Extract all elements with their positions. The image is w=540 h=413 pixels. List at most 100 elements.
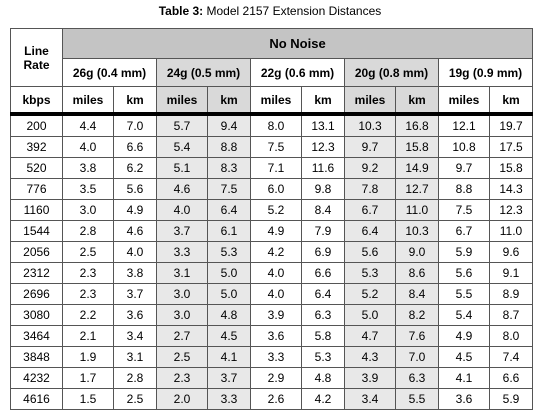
distance-cell: 3.4 [344,388,396,410]
distance-cell: 17.5 [489,136,533,158]
distance-cell: 10.8 [438,136,490,158]
distance-cell: 8.6 [395,262,439,284]
distance-cell: 2.8 [62,220,114,242]
distance-cell: 8.4 [301,199,345,221]
distance-cell: 2.3 [62,262,114,284]
distance-cell: 9.8 [301,178,345,200]
distance-cell: 9.1 [489,262,533,284]
distance-cell: 3.6 [438,388,490,410]
unit-header: miles [250,86,302,116]
distance-cell: 6.4 [207,199,251,221]
distance-cell: 7.5 [207,178,251,200]
distance-cell: 5.3 [301,346,345,368]
distance-cell: 8.9 [489,283,533,305]
header-row: Line Rate No Noise [10,28,533,87]
distance-cell: 2.5 [62,241,114,263]
distance-cell: 4.9 [438,325,490,347]
unit-header: km [207,86,251,116]
distance-cell: 7.9 [301,220,345,242]
distance-cell: 5.1 [156,157,208,179]
distance-cell: 5.3 [344,262,396,284]
data-row: 3848 1.9 3.1 2.5 4.1 3.3 5.3 4.3 7.0 4.5 7.4 [10,346,533,368]
distance-cell: 1.5 [62,388,114,410]
distance-cell: 3.6 [250,325,302,347]
distance-cell: 8.3 [207,157,251,179]
distance-cell: 4.0 [250,262,302,284]
distance-cell: 2.5 [113,388,157,410]
distance-cell: 5.6 [113,178,157,200]
distance-cell: 12.3 [301,136,345,158]
distance-table: Line Rate No Noise 26g (0.4 mm) 24g (0.5 … [10,28,533,410]
line-rate-cell: 2056 [10,241,63,263]
gauge-header: 26g (0.4 mm) [62,58,157,87]
distance-cell: 4.1 [207,346,251,368]
distance-cell: 14.9 [395,157,439,179]
distance-cell: 8.7 [489,304,533,326]
unit-header: miles [156,86,208,116]
distance-cell: 2.2 [62,304,114,326]
distance-cell: 8.0 [489,325,533,347]
distance-cell: 7.1 [250,157,302,179]
data-row: 520 3.8 6.2 5.1 8.3 7.1 11.6 9.2 14.9 9.7 15.8 [10,157,533,179]
distance-cell: 11.0 [395,199,439,221]
title-text: Model 2157 Extension Distances [206,4,382,18]
distance-cell: 5.2 [250,199,302,221]
distance-cell: 19.7 [489,113,533,137]
distance-cell: 3.3 [156,241,208,263]
distance-cell: 7.0 [395,346,439,368]
title-label: Table 3: [158,4,204,18]
distance-cell: 10.3 [344,113,396,137]
distance-cell: 3.6 [113,304,157,326]
distance-cell: 4.2 [250,241,302,263]
distance-cell: 4.6 [113,220,157,242]
line-rate-cell: 520 [10,157,63,179]
distance-cell: 4.4 [62,113,114,137]
distance-cell: 1.9 [62,346,114,368]
distance-cell: 4.6 [156,178,208,200]
table-title: Table 3: Model 2157 Extension Distances [0,4,540,18]
unit-header: miles [62,86,114,116]
distance-cell: 8.8 [207,136,251,158]
distance-cell: 4.5 [438,346,490,368]
distance-cell: 5.6 [438,262,490,284]
data-row: 4616 1.5 2.5 2.0 3.3 2.6 4.2 3.4 5.5 3.6 5.9 [10,388,533,410]
line-rate-cell: 200 [10,113,63,137]
distance-cell: 4.0 [250,283,302,305]
condition-header: No Noise [62,28,533,59]
distance-cell: 4.8 [207,304,251,326]
distance-cell: 14.3 [489,178,533,200]
distance-cell: 4.0 [156,199,208,221]
distance-cell: 4.3 [344,346,396,368]
distance-cell: 9.6 [489,241,533,263]
distance-cell: 5.6 [344,241,396,263]
distance-cell: 3.9 [344,367,396,389]
distance-cell: 3.1 [156,262,208,284]
unit-header: kbps [10,86,63,116]
distance-cell: 9.0 [395,241,439,263]
table-body: 200 4.4 7.0 5.7 9.4 8.0 13.1 10.3 16.8 12.1 19.7 39… [10,113,533,410]
distance-cell: 6.6 [113,136,157,158]
distance-cell: 6.3 [395,367,439,389]
line-rate-cell: 4616 [10,388,63,410]
line-rate-cell: 2312 [10,262,63,284]
data-row: 776 3.5 5.6 4.6 7.5 6.0 9.8 7.8 12.7 8.8 14.3 [10,178,533,200]
distance-cell: 2.0 [156,388,208,410]
data-row: 2696 2.3 3.7 3.0 5.0 4.0 6.4 5.2 8.4 5.5 8.9 [10,283,533,305]
data-row: 392 4.0 6.6 5.4 8.8 7.5 12.3 9.7 15.8 10.8 17.5 [10,136,533,158]
distance-cell: 4.9 [250,220,302,242]
distance-cell: 9.4 [207,113,251,137]
distance-cell: 5.7 [156,113,208,137]
line-rate-cell: 3464 [10,325,63,347]
distance-cell: 3.0 [156,304,208,326]
unit-header: km [489,86,533,116]
data-row: 200 4.4 7.0 5.7 9.4 8.0 13.1 10.3 16.8 12.1 19.7 [10,113,533,137]
distance-cell: 4.8 [301,367,345,389]
distance-cell: 8.0 [250,113,302,137]
unit-header: km [395,86,439,116]
distance-cell: 15.8 [395,136,439,158]
distance-cell: 7.5 [250,136,302,158]
unit-header: miles [344,86,396,116]
distance-cell: 10.3 [395,220,439,242]
distance-cell: 5.0 [207,262,251,284]
distance-cell: 15.8 [489,157,533,179]
